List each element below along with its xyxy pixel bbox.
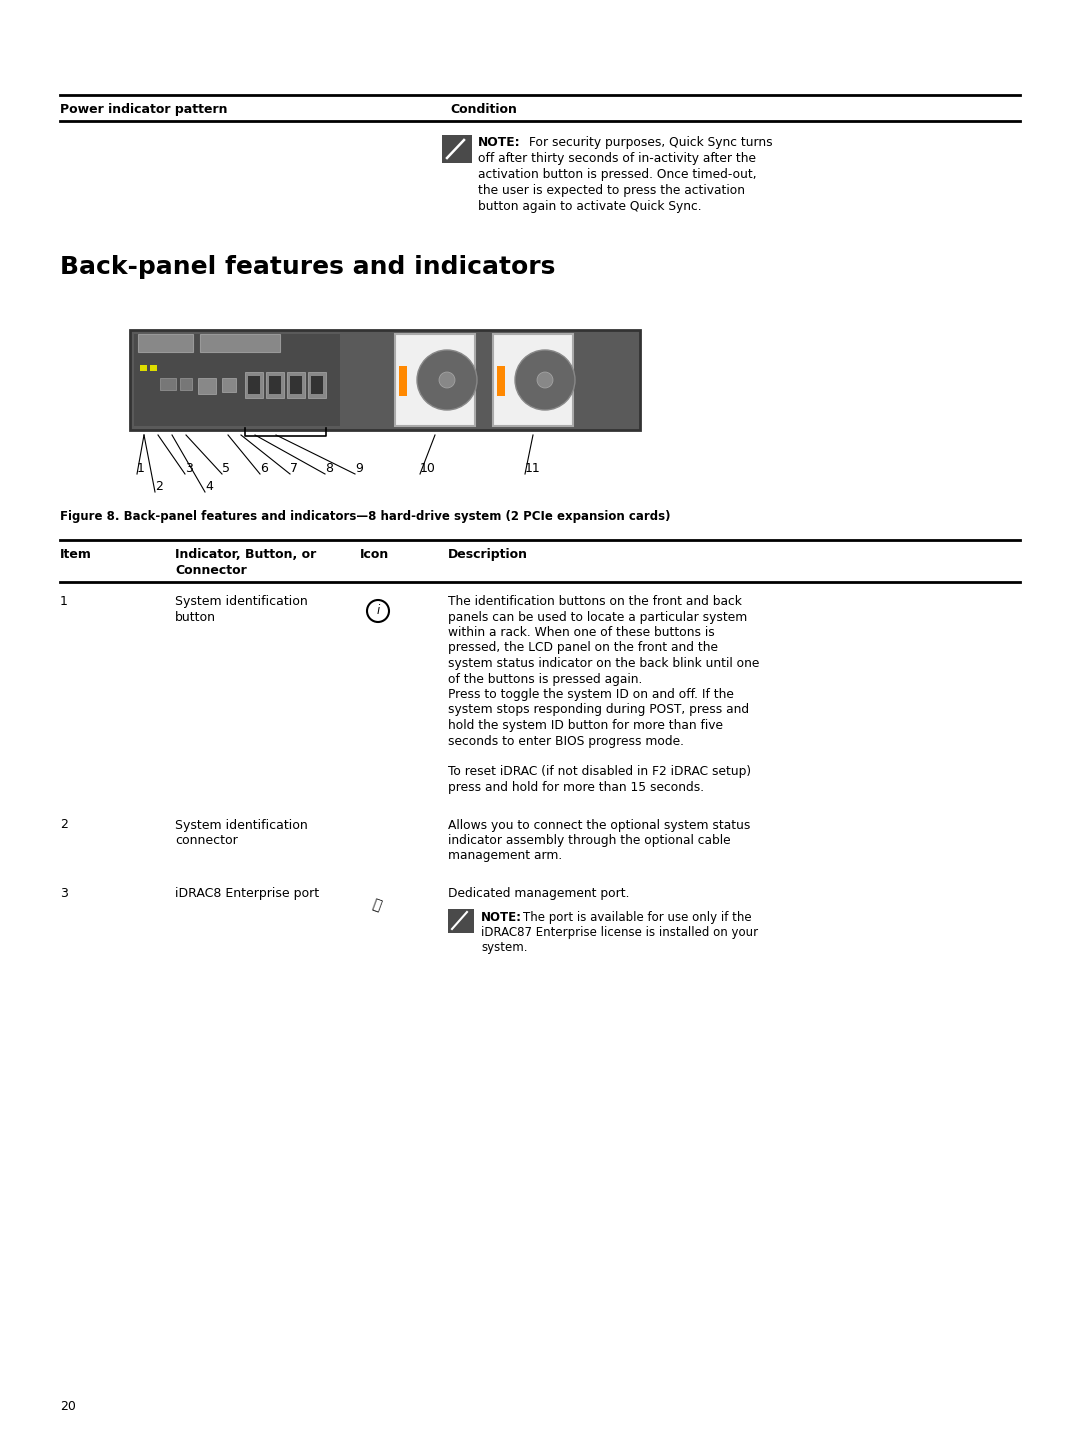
Bar <box>399 366 407 396</box>
Bar <box>134 334 340 426</box>
Text: 🔧: 🔧 <box>370 898 382 913</box>
Text: 11: 11 <box>525 462 541 475</box>
Text: system status indicator on the back blink until one: system status indicator on the back blin… <box>448 657 759 670</box>
Text: 9: 9 <box>355 462 363 475</box>
Bar <box>222 379 237 391</box>
Text: iDRAC87 Enterprise license is installed on your: iDRAC87 Enterprise license is installed … <box>481 926 758 939</box>
Text: The identification buttons on the front and back: The identification buttons on the front … <box>448 595 742 608</box>
Text: pressed, the LCD panel on the front and the: pressed, the LCD panel on the front and … <box>448 641 718 654</box>
Text: 8: 8 <box>325 462 333 475</box>
Text: iDRAC8 Enterprise port: iDRAC8 Enterprise port <box>175 888 319 901</box>
Text: i: i <box>376 605 380 618</box>
Bar <box>395 334 475 426</box>
Text: Figure 8. Back-panel features and indicators—8 hard-drive system (2 PCIe expansi: Figure 8. Back-panel features and indica… <box>60 511 671 523</box>
Bar <box>497 366 505 396</box>
Text: 20: 20 <box>60 1400 76 1412</box>
Text: Back-panel features and indicators: Back-panel features and indicators <box>60 255 555 280</box>
Text: System identification: System identification <box>175 595 308 608</box>
Bar <box>311 376 323 394</box>
Bar <box>140 366 147 371</box>
Text: NOTE:: NOTE: <box>478 136 521 149</box>
Bar <box>291 376 302 394</box>
Text: button: button <box>175 611 216 624</box>
Text: 7: 7 <box>291 462 298 475</box>
Text: management arm.: management arm. <box>448 849 563 862</box>
Text: 1: 1 <box>137 462 145 475</box>
Text: activation button is pressed. Once timed-out,: activation button is pressed. Once timed… <box>478 168 757 181</box>
Bar <box>138 334 193 351</box>
Text: panels can be used to locate a particular system: panels can be used to locate a particula… <box>448 611 747 624</box>
Bar <box>200 334 280 351</box>
Text: Condition: Condition <box>450 103 517 116</box>
Text: System identification: System identification <box>175 819 308 832</box>
Circle shape <box>515 350 575 410</box>
Text: 5: 5 <box>222 462 230 475</box>
Text: 2: 2 <box>156 480 163 493</box>
Bar <box>248 376 260 394</box>
Text: Description: Description <box>448 548 528 561</box>
Bar <box>130 330 640 430</box>
Circle shape <box>537 371 553 389</box>
Text: To reset iDRAC (if not disabled in F2 iDRAC setup): To reset iDRAC (if not disabled in F2 iD… <box>448 766 751 779</box>
Text: Icon: Icon <box>360 548 389 561</box>
Text: Press to toggle the system ID on and off. If the: Press to toggle the system ID on and off… <box>448 688 734 701</box>
Text: 6: 6 <box>260 462 268 475</box>
Text: 1: 1 <box>60 595 68 608</box>
Circle shape <box>417 350 477 410</box>
Text: 4: 4 <box>205 480 213 493</box>
Text: hold the system ID button for more than five: hold the system ID button for more than … <box>448 718 723 731</box>
Text: Power indicator pattern: Power indicator pattern <box>60 103 228 116</box>
Text: the user is expected to press the activation: the user is expected to press the activa… <box>478 184 745 196</box>
Bar <box>442 135 472 163</box>
Text: button again to activate Quick Sync.: button again to activate Quick Sync. <box>478 199 702 214</box>
Bar <box>180 379 192 390</box>
Text: NOTE:: NOTE: <box>481 911 522 923</box>
Text: seconds to enter BIOS progress mode.: seconds to enter BIOS progress mode. <box>448 734 684 747</box>
Bar <box>160 379 176 390</box>
Bar <box>448 909 474 934</box>
Bar <box>492 334 573 426</box>
Text: 10: 10 <box>420 462 436 475</box>
Text: Item: Item <box>60 548 92 561</box>
Text: off after thirty seconds of in-activity after the: off after thirty seconds of in-activity … <box>478 152 756 165</box>
Text: within a rack. When one of these buttons is: within a rack. When one of these buttons… <box>448 627 715 640</box>
Text: press and hold for more than 15 seconds.: press and hold for more than 15 seconds. <box>448 782 704 794</box>
Text: Allows you to connect the optional system status: Allows you to connect the optional syste… <box>448 819 751 832</box>
Text: indicator assembly through the optional cable: indicator assembly through the optional … <box>448 835 731 847</box>
Text: Connector: Connector <box>175 564 246 576</box>
Text: For security purposes, Quick Sync turns: For security purposes, Quick Sync turns <box>525 136 772 149</box>
Text: 3: 3 <box>185 462 193 475</box>
Circle shape <box>438 371 455 389</box>
Text: system.: system. <box>481 941 527 954</box>
Text: of the buttons is pressed again.: of the buttons is pressed again. <box>448 673 643 685</box>
Text: system stops responding during POST, press and: system stops responding during POST, pre… <box>448 704 750 717</box>
Bar <box>245 371 264 399</box>
Bar <box>269 376 281 394</box>
Text: 2: 2 <box>60 819 68 832</box>
Text: 3: 3 <box>60 888 68 901</box>
Bar <box>266 371 284 399</box>
Text: The port is available for use only if the: The port is available for use only if th… <box>523 911 752 923</box>
Bar <box>150 366 157 371</box>
Text: connector: connector <box>175 835 238 847</box>
Bar <box>198 379 216 394</box>
Bar <box>308 371 326 399</box>
Bar <box>287 371 305 399</box>
Text: Indicator, Button, or: Indicator, Button, or <box>175 548 316 561</box>
Text: Dedicated management port.: Dedicated management port. <box>448 888 630 901</box>
